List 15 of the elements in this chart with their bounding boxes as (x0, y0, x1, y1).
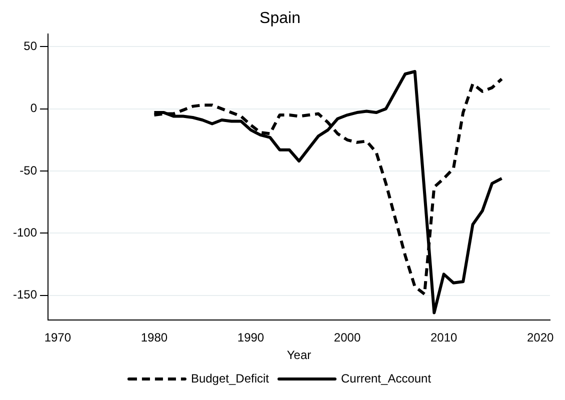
legend-label: Budget_Deficit (190, 371, 270, 386)
x-axis-title: Year (286, 348, 312, 362)
y-tick-label: 50 (24, 38, 38, 53)
x-tick-label: 2000 (334, 330, 361, 345)
x-tick-label: 2020 (526, 330, 554, 345)
y-tick-label: -150 (12, 288, 38, 302)
y-tick-label: -50 (20, 163, 38, 178)
x-tick-label: 1990 (237, 330, 264, 345)
y-tick-label: -100 (12, 225, 38, 240)
legend-label: Current_Account (341, 371, 432, 386)
y-tick-label: 0 (30, 101, 38, 116)
x-tick-label: 2010 (430, 330, 458, 345)
x-tick-label: 1970 (44, 330, 72, 345)
x-tick-label: 1980 (140, 330, 168, 345)
chart-title: Spain (260, 10, 300, 28)
